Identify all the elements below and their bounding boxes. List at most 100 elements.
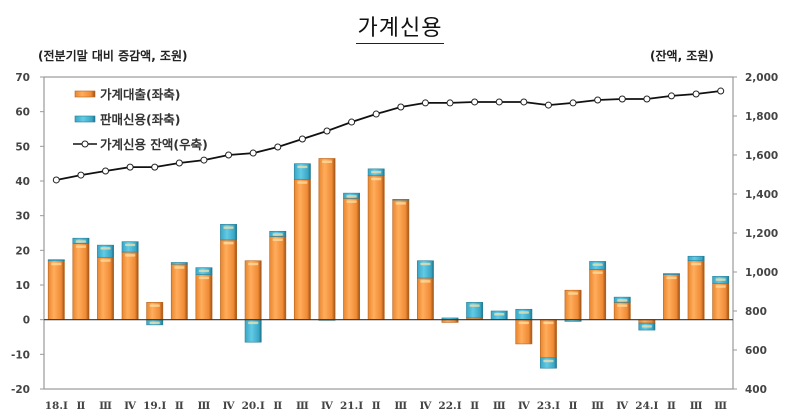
chart-title: 가계신용	[0, 10, 800, 44]
x-axis-category-label: Ⅱ	[175, 400, 184, 412]
x-axis-category-label: Ⅳ	[616, 400, 629, 412]
sales-credit-bar	[47, 259, 65, 262]
balance-line-marker	[77, 171, 85, 179]
legend-balance-marker-icon	[81, 140, 89, 148]
loan-bar	[318, 158, 336, 320]
loan-bar	[392, 199, 410, 320]
balance-line-marker	[667, 92, 675, 100]
right-axis-tick-label: 800	[745, 306, 767, 318]
right-axis-unit-label: (잔액, 조원)	[650, 49, 714, 63]
sales-credit-bar-highlight	[248, 321, 259, 325]
right-axis-tick-label: 600	[745, 345, 767, 357]
loan-bar-highlight	[592, 271, 603, 274]
balance-line-marker	[175, 159, 183, 167]
left-axis-tick-label: 30	[15, 211, 30, 223]
loan-bar	[687, 260, 705, 320]
x-axis-category-label: Ⅳ	[321, 400, 334, 412]
x-axis-category-label: 19.Ⅰ	[143, 400, 166, 412]
x-axis-category-label: Ⅲ	[591, 400, 604, 412]
loan-bar-highlight	[248, 262, 259, 266]
sales-credit-bar-highlight	[346, 195, 357, 198]
legend-label: 가계대출(좌축)	[100, 87, 180, 102]
left-axis-tick-label: 10	[15, 280, 30, 292]
x-axis-category-label: 22.Ⅰ	[438, 400, 461, 412]
sales-credit-bar-highlight	[494, 313, 505, 316]
loan-bar-highlight	[51, 262, 62, 266]
sales-credit-bar-highlight	[100, 247, 111, 250]
x-axis-category-label: Ⅳ	[419, 400, 432, 412]
balance-line-marker	[594, 96, 602, 104]
sales-credit-bar	[540, 357, 557, 369]
x-axis-category-label: Ⅲ	[198, 400, 211, 412]
balance-line-marker	[717, 87, 725, 95]
loan-bar-highlight	[174, 266, 185, 269]
balance-line-marker	[471, 98, 479, 106]
balance-line-marker	[421, 99, 429, 107]
left-axis-tick-label: 20	[15, 245, 30, 257]
x-axis-category-label: Ⅱ	[372, 400, 381, 412]
loan-bar-highlight	[420, 280, 431, 283]
loan-bar	[367, 175, 385, 320]
loan-bar-highlight	[272, 238, 283, 241]
loan-bar-highlight	[223, 241, 234, 245]
loan-bar	[293, 178, 311, 320]
left-axis-tick-label: 50	[15, 141, 30, 153]
sales-credit-bar	[687, 255, 705, 262]
x-axis-category-label: 20.Ⅰ	[242, 400, 265, 412]
loan-bar-highlight	[567, 292, 579, 295]
legend-label: 가계신용 잔액(우축)	[100, 137, 208, 152]
left-axis-tick-label: 0	[23, 315, 30, 327]
left-axis-tick-label: 40	[15, 176, 30, 188]
sales-credit-bar-highlight	[371, 170, 382, 174]
loan-bar	[416, 277, 434, 320]
sales-credit-bar-highlight	[617, 299, 628, 302]
x-axis-category-label: Ⅲ	[690, 400, 703, 412]
x-axis-category-label: Ⅲ	[394, 400, 407, 412]
sales-credit-bar	[121, 241, 139, 253]
balance-line-marker	[323, 127, 331, 135]
sales-credit-bar-highlight	[469, 304, 480, 307]
loan-bar	[121, 251, 139, 320]
loan-bar-highlight	[297, 181, 308, 184]
loan-bar	[195, 274, 213, 320]
sales-credit-bar	[170, 262, 188, 265]
left-axis-tick-label: -20	[11, 384, 30, 396]
x-axis-category-label: Ⅱ	[76, 400, 85, 412]
right-axis-tick-label: 1,400	[745, 189, 778, 201]
balance-line-marker	[692, 90, 700, 98]
x-axis-category-label: Ⅲ	[493, 400, 506, 412]
sales-credit-bar-highlight	[223, 226, 234, 229]
right-axis-tick-label: 1,600	[745, 150, 778, 162]
sales-credit-bar-highlight	[420, 262, 431, 266]
balance-line-marker	[274, 143, 282, 151]
x-axis-category-label: 23.Ⅰ	[537, 400, 560, 412]
x-axis-category-label: Ⅲ	[296, 400, 309, 412]
balance-line-marker	[446, 99, 454, 107]
right-axis-tick-label: 1,800	[745, 111, 778, 123]
right-axis-tick-label: 400	[745, 384, 767, 396]
balance-line-marker	[102, 167, 110, 175]
chart-title-text: 가계신용	[355, 16, 445, 44]
loan-bar-highlight	[666, 276, 677, 280]
loan-bar-highlight	[198, 276, 210, 280]
sales-credit-bar-highlight	[641, 325, 652, 328]
balance-line-marker	[126, 163, 134, 171]
balance-line-marker	[249, 149, 257, 157]
balance-line-marker	[200, 156, 208, 164]
x-axis-category-label: Ⅱ	[273, 400, 282, 412]
loan-bar	[343, 198, 361, 320]
balance-line-marker	[52, 176, 60, 184]
loan-bar-highlight	[149, 304, 160, 307]
x-axis-category-label: Ⅳ	[223, 400, 236, 412]
sales-credit-bar-highlight	[198, 269, 210, 273]
balance-line-marker	[397, 103, 405, 111]
balance-line-marker	[569, 99, 577, 107]
loan-bar	[244, 260, 262, 320]
right-axis-tick-label: 1,000	[745, 267, 778, 279]
balance-line-marker	[151, 163, 159, 171]
loan-bar-highlight	[100, 259, 111, 262]
right-axis-tick-label: 2,000	[745, 72, 778, 84]
loan-bar-highlight	[395, 202, 406, 205]
x-axis-category-label: 24.Ⅰ	[635, 400, 658, 412]
x-axis-category-label: Ⅳ	[518, 400, 531, 412]
